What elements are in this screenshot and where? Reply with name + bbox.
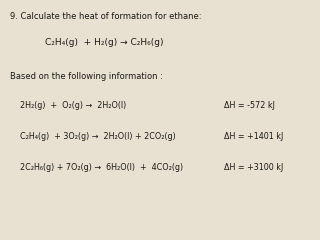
Text: 2C₂H₆(g) + 7O₂(g) →  6H₂O(l)  +  4CO₂(g): 2C₂H₆(g) + 7O₂(g) → 6H₂O(l) + 4CO₂(g) — [10, 163, 183, 172]
Text: Based on the following information :: Based on the following information : — [10, 72, 163, 81]
Text: ΔH = +3100 kJ: ΔH = +3100 kJ — [224, 163, 283, 172]
Text: ΔH = +1401 kJ: ΔH = +1401 kJ — [224, 132, 283, 141]
Text: 9. Calculate the heat of formation for ethane:: 9. Calculate the heat of formation for e… — [10, 12, 201, 21]
Text: ΔH = -572 kJ: ΔH = -572 kJ — [224, 101, 275, 110]
Text: C₂H₄(g)  + H₂(g) → C₂H₆(g): C₂H₄(g) + H₂(g) → C₂H₆(g) — [45, 38, 163, 48]
Text: C₂H₄(g)  + 3O₂(g) →  2H₂O(l) + 2CO₂(g): C₂H₄(g) + 3O₂(g) → 2H₂O(l) + 2CO₂(g) — [10, 132, 175, 141]
Text: 2H₂(g)  +  O₂(g) →  2H₂O(l): 2H₂(g) + O₂(g) → 2H₂O(l) — [10, 101, 126, 110]
